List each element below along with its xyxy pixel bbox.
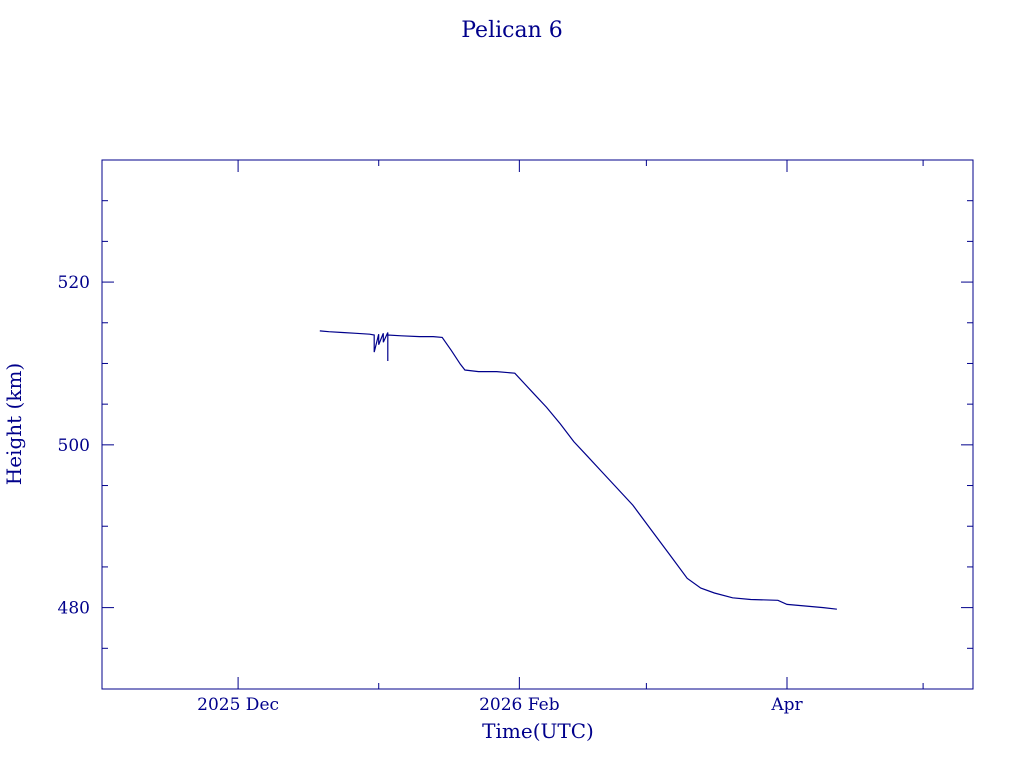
y-axis-label: Height (km) [2, 363, 26, 485]
chart-title: Pelican 6 [461, 18, 563, 43]
axis-tick-labels: 480 500 520 2025 Dec 2026 Feb Apr [58, 273, 804, 715]
x-tick-label: Apr [770, 695, 803, 715]
y-tick-label: 480 [58, 599, 90, 619]
x-tick-label: 2025 Dec [197, 695, 279, 715]
axis-ticks [101, 159, 973, 690]
x-tick-label: 2026 Feb [479, 695, 560, 715]
y-tick-label: 500 [58, 436, 90, 456]
y-tick-label: 520 [58, 273, 90, 293]
x-axis-label: Time(UTC) [482, 719, 594, 743]
plot-frame [101, 159, 974, 690]
series-line [319, 330, 837, 610]
